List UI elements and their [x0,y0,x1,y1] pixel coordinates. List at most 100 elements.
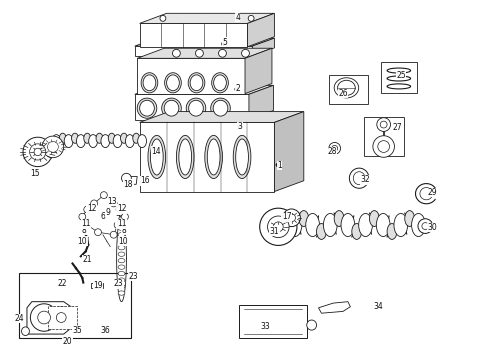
Circle shape [172,49,180,57]
Ellipse shape [118,258,125,263]
Ellipse shape [118,233,125,237]
Ellipse shape [113,135,122,148]
Text: 8: 8 [82,226,87,235]
Text: 23: 23 [128,272,138,281]
Text: 12: 12 [117,204,126,213]
Ellipse shape [299,211,309,226]
Ellipse shape [143,75,156,91]
Circle shape [283,209,300,227]
Circle shape [48,141,58,152]
Polygon shape [318,302,350,313]
Text: 14: 14 [151,147,161,156]
Ellipse shape [141,73,158,93]
Ellipse shape [334,78,359,98]
Circle shape [34,172,38,175]
Ellipse shape [118,265,125,269]
Bar [48,306,77,329]
Circle shape [373,136,394,157]
Ellipse shape [236,139,248,175]
Circle shape [95,229,101,236]
Ellipse shape [150,139,163,175]
Ellipse shape [76,135,85,148]
Ellipse shape [121,133,127,143]
Text: 30: 30 [427,223,437,232]
Text: 23: 23 [114,279,123,288]
Ellipse shape [334,211,344,226]
Ellipse shape [179,139,192,175]
Circle shape [91,200,98,207]
Text: 16: 16 [140,176,149,185]
Polygon shape [27,302,73,334]
Ellipse shape [233,135,251,179]
Circle shape [288,214,295,222]
Text: 22: 22 [58,279,68,288]
Ellipse shape [125,135,134,148]
Bar [364,117,404,156]
Polygon shape [140,13,274,23]
Circle shape [329,143,341,154]
Circle shape [84,206,91,213]
Ellipse shape [189,100,203,116]
Ellipse shape [359,213,372,237]
Circle shape [110,200,117,207]
Ellipse shape [108,133,115,143]
Text: 20: 20 [63,337,73,346]
Circle shape [23,137,52,167]
Ellipse shape [64,135,73,148]
Ellipse shape [190,75,203,91]
Ellipse shape [59,133,66,143]
Circle shape [248,15,254,21]
Ellipse shape [176,135,194,179]
Circle shape [42,136,64,158]
Ellipse shape [89,135,98,148]
Text: 2: 2 [235,84,240,93]
Polygon shape [135,94,249,120]
Text: 15: 15 [30,169,40,178]
Ellipse shape [307,320,317,330]
Text: 5: 5 [222,37,227,46]
Ellipse shape [118,278,125,282]
Ellipse shape [207,139,220,175]
Ellipse shape [341,213,355,237]
Circle shape [116,206,123,213]
Ellipse shape [317,224,326,239]
Circle shape [273,222,283,232]
Text: 34: 34 [373,302,383,311]
Polygon shape [239,305,307,338]
Circle shape [332,145,338,151]
Ellipse shape [148,135,166,179]
Ellipse shape [118,284,125,289]
Circle shape [236,17,240,21]
Ellipse shape [352,224,362,239]
Text: 17: 17 [282,212,292,221]
Circle shape [221,42,225,46]
Circle shape [122,213,128,220]
Text: 18: 18 [123,180,133,189]
Ellipse shape [96,133,103,143]
Ellipse shape [162,98,181,118]
Text: 33: 33 [261,323,270,331]
Ellipse shape [405,211,415,226]
Polygon shape [127,176,137,184]
Ellipse shape [167,75,179,91]
Ellipse shape [72,133,78,143]
Circle shape [79,213,86,220]
Polygon shape [245,48,272,94]
Ellipse shape [338,80,355,95]
Circle shape [30,144,46,160]
Text: 7: 7 [115,215,120,224]
Circle shape [160,15,166,21]
Text: 32: 32 [360,175,370,184]
Circle shape [260,208,297,246]
Circle shape [152,147,156,150]
Ellipse shape [387,224,397,239]
Circle shape [242,49,249,57]
Circle shape [378,141,390,152]
Text: 11: 11 [81,219,91,228]
Ellipse shape [118,271,125,276]
Ellipse shape [118,252,125,256]
Ellipse shape [349,168,369,188]
Polygon shape [140,23,247,47]
Text: 10: 10 [77,237,87,246]
Circle shape [110,231,117,238]
